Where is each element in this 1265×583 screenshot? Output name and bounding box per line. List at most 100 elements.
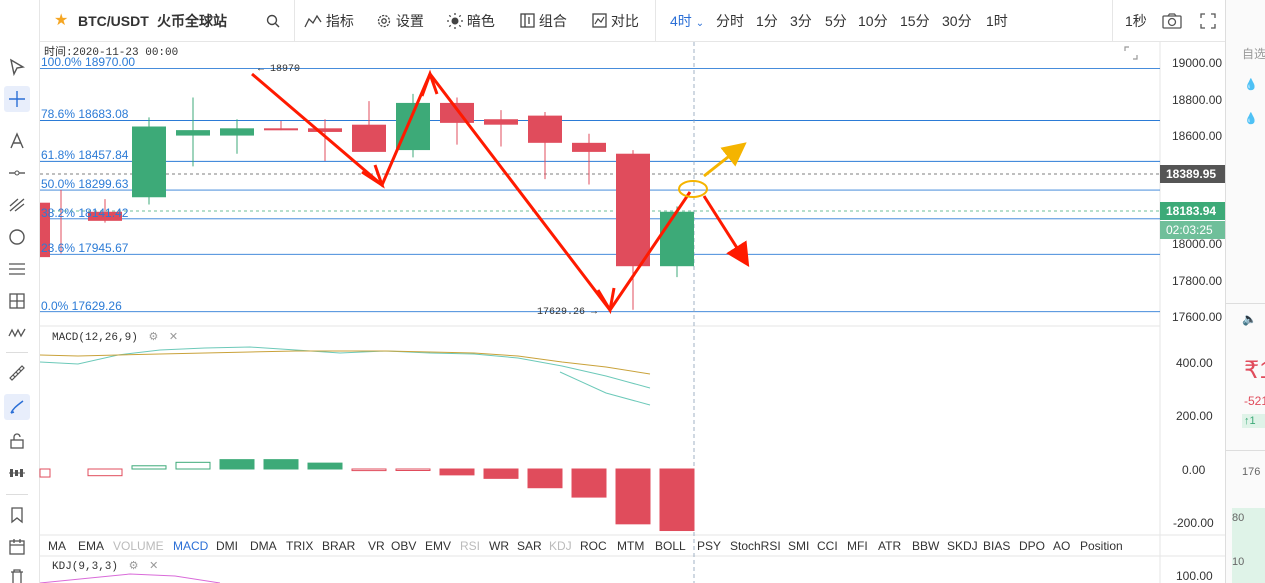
mini-chart-area <box>1232 508 1265 583</box>
fullscreen-icon[interactable] <box>1200 0 1216 42</box>
indicator-tab-macd[interactable]: MACD <box>173 539 209 553</box>
fib-tool-icon[interactable] <box>4 256 30 282</box>
macd-bar <box>659 468 695 532</box>
circle-tool-icon[interactable] <box>4 224 30 250</box>
indicator-tab-stochrsi[interactable]: StochRSI <box>730 539 781 553</box>
close-icon[interactable]: ✕ <box>168 332 179 344</box>
indicator-tab-psy[interactable]: PSY <box>697 539 722 553</box>
refresh-rate[interactable]: 1秒 <box>1125 13 1147 29</box>
trend-line-icon[interactable] <box>4 192 30 218</box>
macd-bar <box>263 459 299 470</box>
combine-button[interactable]: 组合 <box>520 0 567 42</box>
axis-price: 18600.00 <box>1172 129 1223 143</box>
toolbar-separator <box>294 0 295 42</box>
indicators-button[interactable]: 指标 <box>304 0 354 42</box>
lock-icon[interactable] <box>4 428 30 454</box>
candle-body <box>352 124 386 152</box>
cursor-arrow-icon[interactable] <box>4 54 30 80</box>
horizontal-line-icon[interactable] <box>4 160 30 186</box>
candles-toggle-icon[interactable] <box>4 460 30 486</box>
symbol-name[interactable]: BTC/USDT <box>78 13 149 29</box>
chevron-down-icon: ⌄ <box>695 18 705 29</box>
indicator-tab-ma[interactable]: MA <box>48 539 66 553</box>
indicator-tab-obv[interactable]: OBV <box>391 539 417 553</box>
interval-option[interactable]: 3分 <box>790 13 812 29</box>
indicator-tab-trix[interactable]: TRIX <box>286 539 314 553</box>
wave-tool-icon[interactable] <box>4 320 30 346</box>
close-icon[interactable]: ✕ <box>149 561 159 573</box>
interval-option[interactable]: 15分 <box>900 13 930 29</box>
interval-option[interactable]: 5分 <box>825 13 847 29</box>
axis-price: 17600.00 <box>1172 310 1223 324</box>
indicators-icon <box>304 14 322 28</box>
indicator-tab-bias[interactable]: BIAS <box>983 539 1011 553</box>
interval-dropdown[interactable]: 4时 ⌄ <box>670 0 704 42</box>
indicator-tab-smi[interactable]: SMI <box>788 539 810 553</box>
camera-icon[interactable] <box>1162 0 1182 42</box>
arrowhead-down <box>361 164 385 189</box>
interval-option[interactable]: 1分 <box>756 13 778 29</box>
indicator-tab-bbw[interactable]: BBW <box>912 539 940 553</box>
indicator-tab-volume[interactable]: VOLUME <box>113 539 164 553</box>
indicator-tab-mfi[interactable]: MFI <box>847 539 868 553</box>
indicator-tab-wr[interactable]: WR <box>489 539 509 553</box>
exchange-name[interactable]: 火币全球站 <box>157 13 227 29</box>
speaker-icon[interactable]: 🔈 <box>1242 312 1257 326</box>
indicator-tab-mtm[interactable]: MTM <box>617 539 645 553</box>
macd-bar <box>131 465 167 470</box>
candle-body <box>132 126 166 198</box>
candle-body <box>572 142 606 152</box>
favorite-star-icon[interactable]: ★ <box>54 12 69 29</box>
indicator-tab-dmi[interactable]: DMI <box>216 539 238 553</box>
chart-toolbar: ★ BTC/USDT 火币全球站 指标 设置 暗色 组合 对比 4时 <box>40 0 1225 42</box>
indicator-tab-position[interactable]: Position <box>1080 539 1123 553</box>
indicator-tab-vr[interactable]: VR <box>368 539 385 553</box>
indicator-tab-dpo[interactable]: DPO <box>1019 539 1046 553</box>
indicator-tab-skdj[interactable]: SKDJ <box>947 539 978 553</box>
grid-tool-icon[interactable] <box>4 288 30 314</box>
interval-option[interactable]: 1时 <box>986 13 1008 29</box>
search-icon[interactable] <box>266 0 280 42</box>
crosshair-icon[interactable] <box>4 86 30 112</box>
interval-option[interactable]: 30分 <box>942 13 972 29</box>
kdj-label: KDJ(9,3,3) <box>52 561 119 573</box>
delete-icon[interactable] <box>4 564 30 583</box>
toolbar-divider <box>6 352 28 353</box>
indicator-tab-emv[interactable]: EMV <box>425 539 452 553</box>
indicator-tab-roc[interactable]: ROC <box>580 539 607 553</box>
indicator-tab-ao[interactable]: AO <box>1053 539 1071 553</box>
indicator-tab-brar[interactable]: BRAR <box>322 539 356 553</box>
indicator-tab-sar[interactable]: SAR <box>517 539 542 553</box>
active-interval: 4时 <box>670 13 692 29</box>
interval-option[interactable]: 分时 <box>716 13 744 29</box>
indicator-tab-cci[interactable]: CCI <box>817 539 838 553</box>
indicator-tab-rsi[interactable]: RSI <box>460 539 481 553</box>
macd-legend: MACD(12,26,9) ⚙ ✕ <box>52 330 178 344</box>
indicator-tab-atr[interactable]: ATR <box>878 539 902 553</box>
watch-price: ₹1 <box>1244 357 1265 384</box>
indicator-tab-dma[interactable]: DMA <box>250 539 277 553</box>
indicator-tab-boll[interactable]: BOLL <box>655 539 686 553</box>
calendar-icon[interactable] <box>4 534 30 560</box>
kdj-axis: 100.00 <box>1176 569 1213 583</box>
toolbar-separator <box>1112 0 1113 42</box>
indicator-tab-ema[interactable]: EMA <box>78 539 105 553</box>
gear-icon[interactable]: ⚙ <box>148 332 159 344</box>
ruler-icon[interactable] <box>4 360 30 386</box>
indicator-tab-kdj[interactable]: KDJ <box>549 539 572 553</box>
dark-mode-button[interactable]: 暗色 <box>447 0 495 42</box>
settings-button[interactable]: 设置 <box>376 0 424 42</box>
combine-label: 组合 <box>538 13 567 29</box>
expand-pane-icon[interactable] <box>1124 46 1138 65</box>
gear-icon[interactable]: ⚙ <box>128 561 139 573</box>
brush-icon[interactable] <box>4 394 30 420</box>
macd-bar <box>351 468 387 472</box>
macd-axis: 0.00 <box>1182 463 1206 477</box>
text-tool-icon[interactable] <box>4 128 30 154</box>
compare-button[interactable]: 对比 <box>592 0 639 42</box>
macd-bar <box>483 468 519 479</box>
watchlist-title[interactable]: 自选 <box>1242 47 1265 61</box>
interval-option[interactable]: 10分 <box>858 13 888 29</box>
bookmark-icon[interactable] <box>4 502 30 528</box>
